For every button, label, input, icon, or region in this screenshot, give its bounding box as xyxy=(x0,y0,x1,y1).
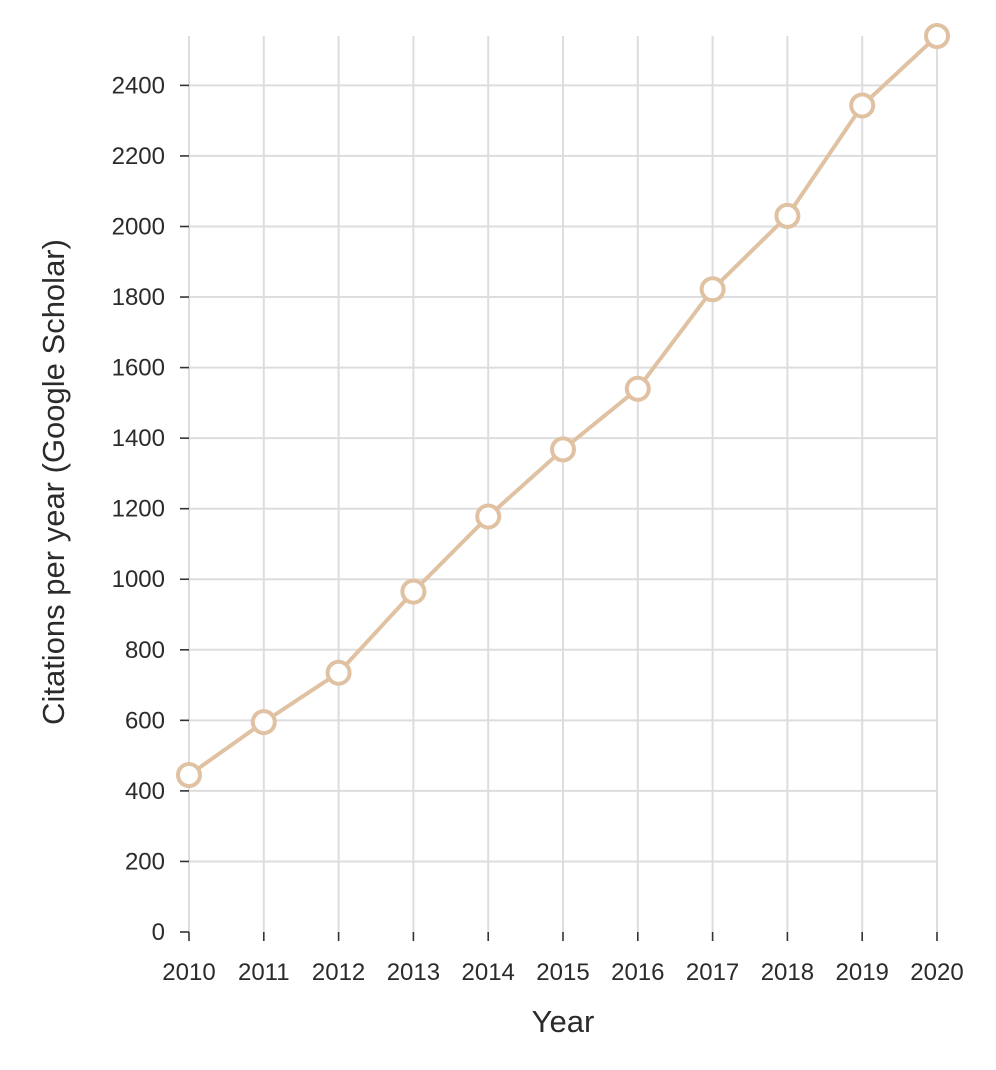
y-tick-label: 2400 xyxy=(112,72,165,99)
data-point xyxy=(849,92,876,119)
x-tick-label: 2015 xyxy=(536,959,589,986)
axes: 2010 2011 2012 2013 2014 2015 2016 2017 2018 2019… xyxy=(112,72,964,986)
data-point xyxy=(699,276,726,303)
y-tick-label: 600 xyxy=(125,707,165,734)
data-point xyxy=(475,503,502,530)
x-tick-label: 2012 xyxy=(312,959,365,986)
y-tick-label: 1800 xyxy=(112,284,165,311)
y-tick-label: 200 xyxy=(125,848,165,875)
y-tick-label: 800 xyxy=(125,637,165,664)
series-layer xyxy=(176,23,950,789)
data-point xyxy=(774,202,801,229)
y-tick-label: 1400 xyxy=(112,425,165,452)
x-tick-label: 2010 xyxy=(162,959,215,986)
y-tick-label: 2000 xyxy=(112,213,165,240)
y-axis-title: Citations per year (Google Scholar) xyxy=(36,239,71,725)
x-tick-label: 2011 xyxy=(238,959,290,986)
y-tick-label: 1600 xyxy=(112,355,165,382)
data-point xyxy=(550,436,576,463)
x-tick-label: 2013 xyxy=(387,959,440,986)
x-tick-label: 2020 xyxy=(910,959,963,986)
data-point xyxy=(400,578,427,605)
y-tick-label: 0 xyxy=(152,919,165,946)
x-tick-label: 2017 xyxy=(686,959,739,986)
x-axis-title: Year xyxy=(532,1004,595,1039)
y-tick-label: 1200 xyxy=(112,496,165,523)
y-tick-label: 1000 xyxy=(112,566,165,593)
x-tick-label: 2014 xyxy=(462,959,515,986)
data-point xyxy=(325,659,352,686)
data-point xyxy=(250,709,277,736)
data-point xyxy=(176,762,202,789)
x-tick-label: 2019 xyxy=(836,959,889,986)
y-tick-label: 400 xyxy=(125,778,165,805)
y-tick-label: 2200 xyxy=(112,143,165,170)
data-point xyxy=(924,23,950,49)
x-tick-label: 2018 xyxy=(761,959,814,986)
data-point xyxy=(624,375,651,402)
gridlines xyxy=(188,36,938,932)
x-tick-label: 2016 xyxy=(611,959,664,986)
